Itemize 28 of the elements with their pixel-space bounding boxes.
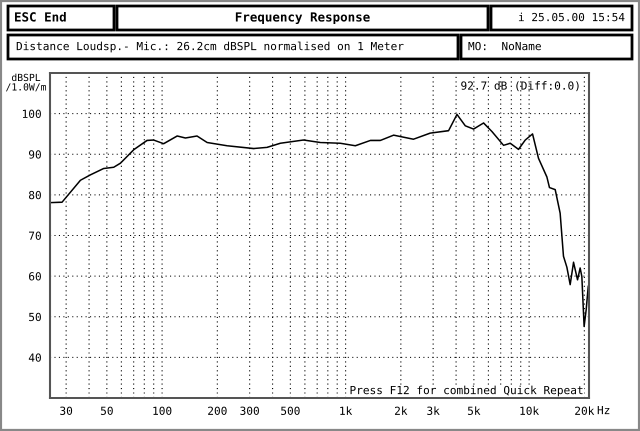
x-tick-label: 20k — [575, 406, 594, 415]
x-tick-label: 2k — [394, 406, 408, 415]
x-tick-label: 30 — [60, 406, 72, 415]
y-tick-label: 90 — [28, 150, 41, 159]
x-tick-label: 50 — [100, 406, 113, 415]
x-tick-label: 5k — [468, 406, 480, 415]
x-tick-label: 10k — [520, 406, 539, 415]
x-axis-title: Hz — [598, 406, 610, 414]
x-tick-label: 500 — [281, 406, 300, 415]
y-tick-label: 40 — [28, 353, 41, 362]
annotation: Press F12 for combined Quick Repeat — [350, 386, 583, 396]
y-axis-title: dBSPL /1.0W/m — [6, 74, 46, 92]
x-tick-label: 3k — [427, 406, 440, 415]
x-tick-label: 1k — [340, 406, 352, 415]
text: MO: NoName — [468, 42, 541, 50]
x-tick-label: 200 — [208, 406, 227, 415]
text: ESC End — [15, 12, 66, 22]
chart-title: Frequency Response — [236, 12, 370, 24]
text: i 25.05.00 15:54 — [518, 12, 624, 22]
y-tick-label: 60 — [29, 272, 41, 281]
y-tick-label: 50 — [29, 312, 41, 322]
annotation: 92.7 dB (Diff:0.0) — [461, 81, 579, 92]
y-tick-label: 70 — [29, 232, 41, 240]
x-tick-label: 300 — [240, 406, 259, 415]
y-tick-label: 80 — [29, 190, 41, 200]
x-tick-label: 100 — [153, 406, 172, 415]
text: Distance Loudsp.- Mic.: 26.2cm dBSPL normalised on 1 Meter — [16, 42, 404, 52]
y-tick-label: 100 — [22, 110, 41, 118]
